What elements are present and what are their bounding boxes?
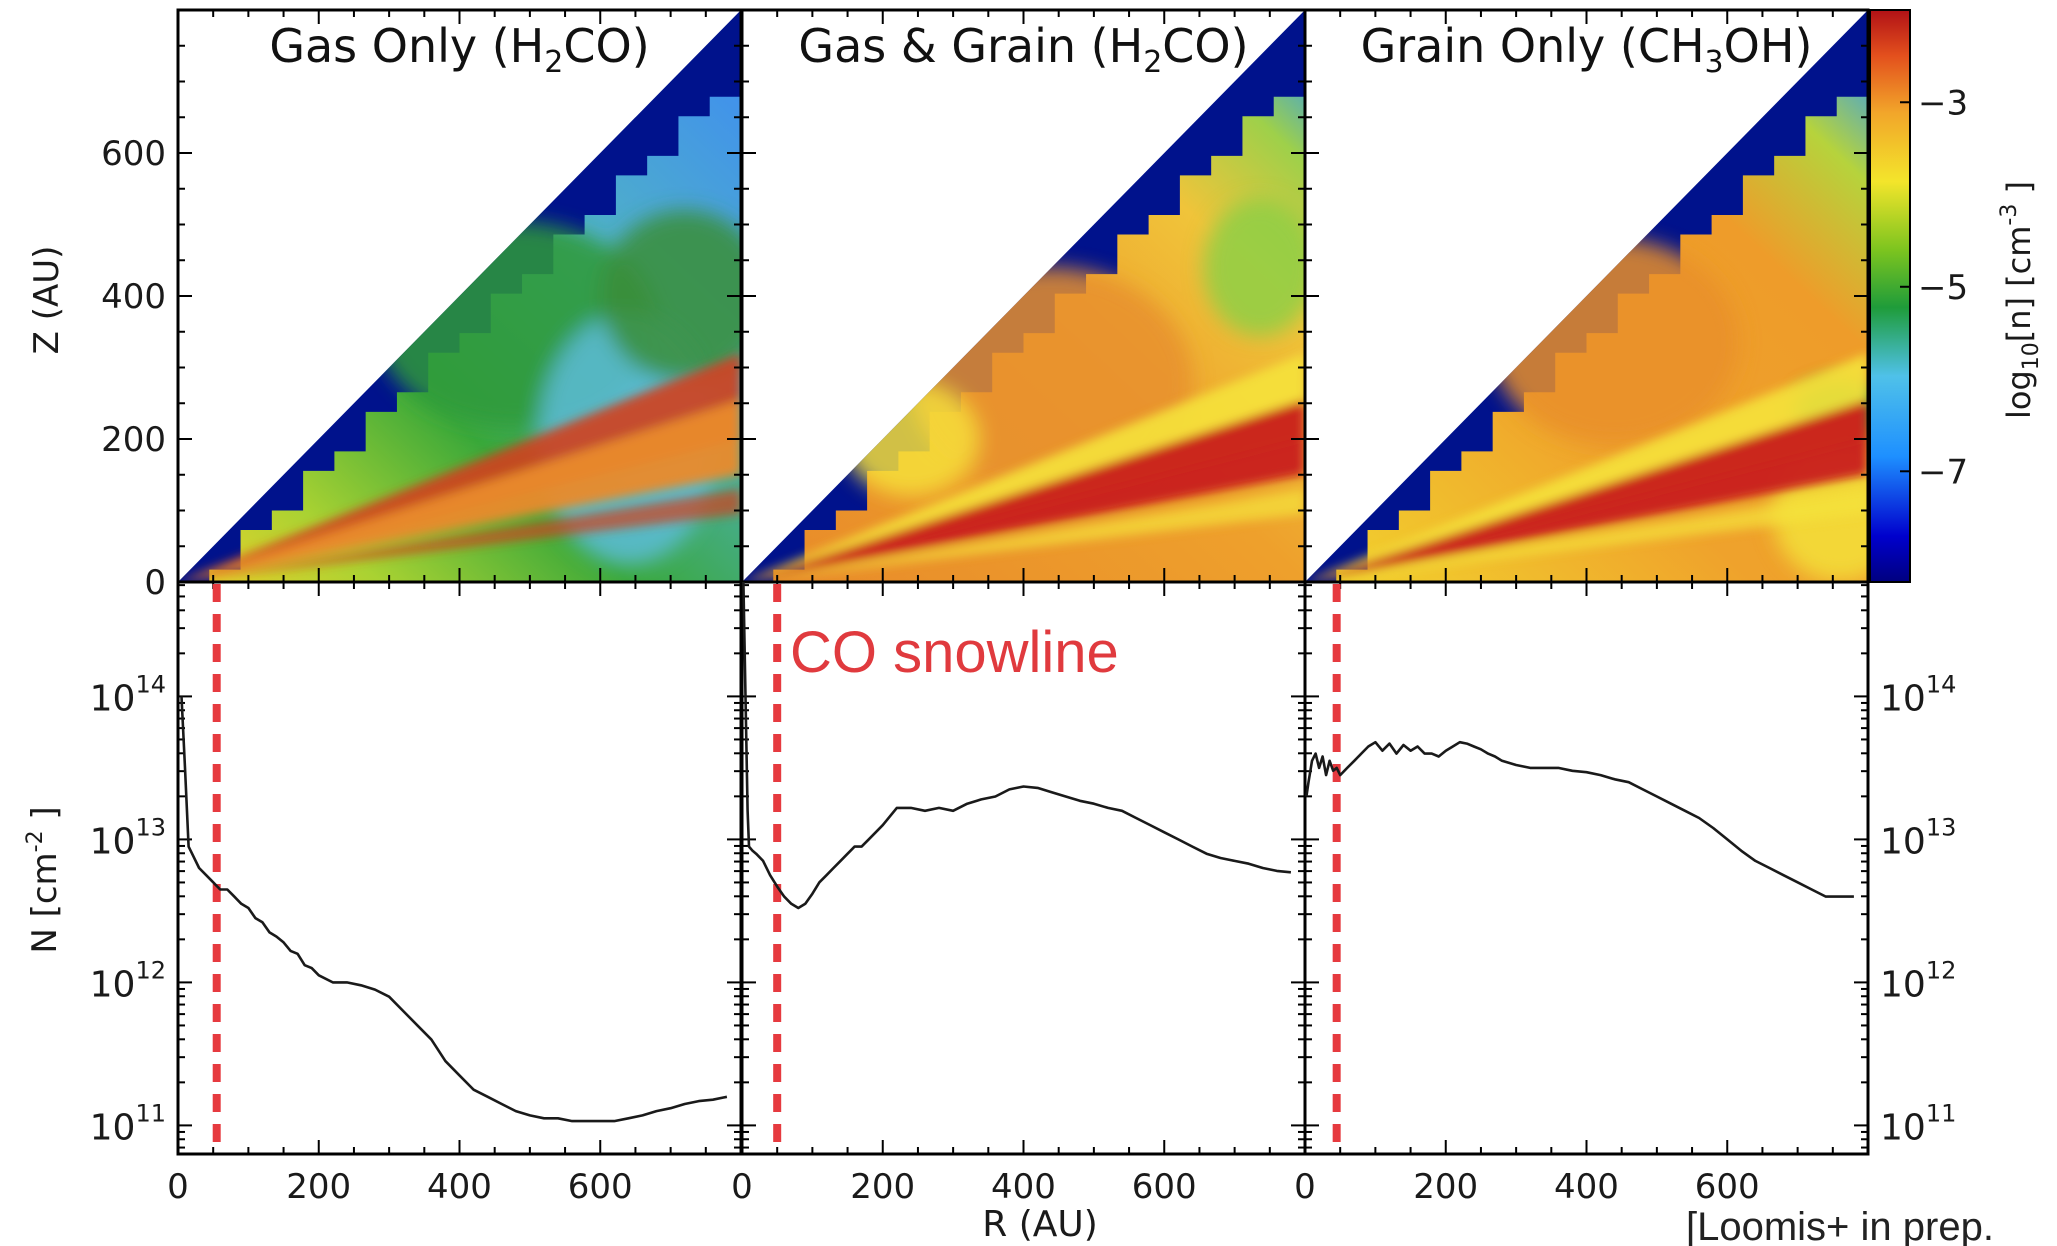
n-tick-label-left: 1012 [90, 956, 166, 1005]
n-tick-label-right: 1011 [1880, 1099, 1956, 1148]
colorbar-tick-label: −3 [1918, 83, 1968, 123]
colorbar-tick-label: −7 [1918, 452, 1968, 492]
r-tick-label: 0 [731, 1167, 753, 1207]
r-tick-label: 200 [1413, 1167, 1478, 1207]
r-tick-label: 600 [1695, 1167, 1760, 1207]
density-panel-1: 0 200 400 600 [167, 582, 741, 1207]
r-tick-label: 200 [850, 1167, 915, 1207]
r-tick-label: 400 [427, 1167, 492, 1207]
citation-credit: [Loomis+ in prep. [1686, 1205, 1994, 1246]
r-tick-label: 0 [1294, 1167, 1316, 1207]
n-tick-label-right: 1013 [1880, 813, 1956, 862]
heatmap-panels: Gas Only (H2CO) Gas & Grain (H2CO) Grain O… [101, 10, 1907, 603]
z-axis-label: Z (AU) [27, 246, 67, 355]
r-tick-label: 0 [167, 1167, 189, 1207]
n-tick-label-right: 1014 [1880, 670, 1956, 719]
n-tick-label-left: 1014 [90, 670, 166, 719]
n-axis-label: N [cm-2 ] [23, 806, 65, 953]
z-tick-label: 200 [101, 420, 166, 460]
colorbar: −3 −5 −7 [1870, 10, 1968, 582]
n-tick-label-left: 1013 [90, 813, 166, 862]
z-tick-label: 600 [101, 134, 166, 174]
r-tick-label: 400 [1554, 1167, 1619, 1207]
n-tick-label-right: 1012 [1880, 956, 1956, 1005]
panel-title-3: Grain Only (CH3OH) [1361, 19, 1813, 80]
heatmap-panel-3: Grain Only (CH3OH) [1305, 10, 1907, 582]
density-panel-3: 0 200 400 600 [1294, 582, 1868, 1207]
panel-title-1: Gas Only (H2CO) [269, 19, 649, 80]
r-tick-label: 400 [991, 1167, 1056, 1207]
z-tick-label: 0 [144, 563, 166, 603]
colorbar-gradient [1870, 10, 1910, 582]
colorbar-tick-label: −5 [1918, 268, 1968, 308]
heatmap-panel-1: Gas Only (H2CO) [178, 10, 769, 582]
colorbar-label: log10[n] [cm-3 ] [1997, 181, 2044, 419]
r-axis-label: R (AU) [982, 1204, 1098, 1245]
heatmap-panel-2: Gas & Grain (H2CO) [742, 10, 1316, 582]
r-tick-label: 600 [1132, 1167, 1197, 1207]
r-tick-label: 600 [568, 1167, 633, 1207]
n-tick-label-left: 1011 [90, 1099, 166, 1148]
z-tick-label: 400 [101, 277, 166, 317]
co-snowline-label: CO snowline [790, 620, 1119, 685]
r-tick-label: 200 [286, 1167, 351, 1207]
panel-title-2: Gas & Grain (H2CO) [798, 19, 1248, 80]
